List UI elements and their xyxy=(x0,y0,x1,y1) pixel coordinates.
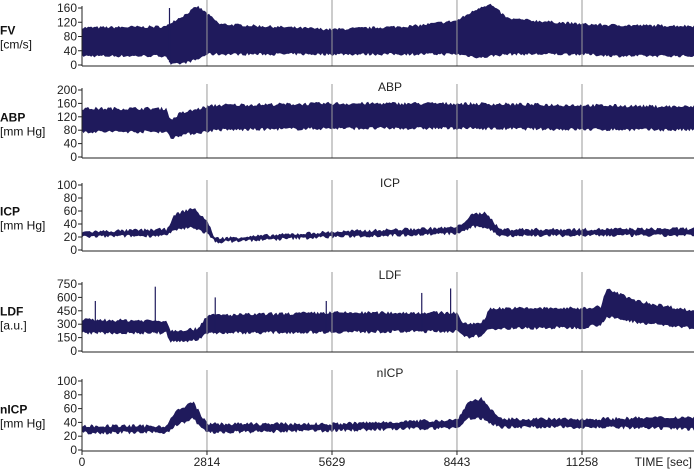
y-tick-label: 20 xyxy=(64,429,78,443)
y-tick-label: 100 xyxy=(57,178,77,192)
panel-title-abp: ABP xyxy=(378,80,402,94)
y-tick-label: 120 xyxy=(57,110,77,124)
y-tick-label: 80 xyxy=(64,30,78,44)
y-tick-label: 0 xyxy=(70,150,77,164)
signal-band-ldf xyxy=(82,288,694,343)
y-tick-label: 160 xyxy=(57,96,77,110)
y-tick-label: 750 xyxy=(57,277,77,291)
y-tick-label: 600 xyxy=(57,290,77,304)
y-tick-label: 200 xyxy=(57,83,77,97)
panel-name-ldf: LDF xyxy=(0,305,23,319)
y-tick-label: 100 xyxy=(57,374,77,388)
y-tick-label: 40 xyxy=(64,217,78,231)
x-tick-label: 2814 xyxy=(194,455,221,469)
panel-name-fv: FV xyxy=(0,24,15,38)
panel-unit: [mm Hg] xyxy=(0,219,45,233)
y-tick-label: 300 xyxy=(57,317,77,331)
y-tick-label: 160 xyxy=(57,1,77,15)
y-tick-label: 40 xyxy=(64,44,78,58)
y-tick-label: 60 xyxy=(64,204,78,218)
x-tick-label: 8443 xyxy=(444,455,471,469)
panel-unit: [mm Hg] xyxy=(0,125,45,139)
y-tick-label: 0 xyxy=(70,344,77,358)
panel-name-nicp: nICP xyxy=(0,403,27,417)
y-tick-label: 450 xyxy=(57,304,77,318)
x-axis-label: TIME [sec] xyxy=(635,455,692,469)
signal-band-fv xyxy=(82,3,694,65)
y-tick-label: 0 xyxy=(70,58,77,72)
y-tick-label: 60 xyxy=(64,402,78,416)
y-tick-label: 40 xyxy=(64,137,78,151)
signal-band-nicp xyxy=(82,396,694,435)
y-tick-label: 40 xyxy=(64,415,78,429)
x-tick-label: 5629 xyxy=(319,455,346,469)
signal-band-abp xyxy=(82,101,694,139)
panel-title-icp: ICP xyxy=(380,176,400,190)
y-tick-label: 80 xyxy=(64,191,78,205)
x-tick-label: 0 xyxy=(79,455,86,469)
panel-title-nicp: nICP xyxy=(377,366,404,380)
y-tick-label: 120 xyxy=(57,15,77,29)
panel-unit: [cm/s] xyxy=(0,38,32,52)
y-tick-label: 80 xyxy=(64,123,78,137)
x-tick-label: 11258 xyxy=(566,455,599,469)
signal-band-icp xyxy=(82,208,694,244)
panel-name-icp: ICP xyxy=(0,205,20,219)
y-tick-label: 150 xyxy=(57,331,77,345)
y-tick-label: 20 xyxy=(64,230,78,244)
y-tick-label: 0 xyxy=(70,243,77,257)
panel-title-ldf: LDF xyxy=(379,268,402,282)
y-tick-label: 80 xyxy=(64,388,78,402)
panel-unit: [mm Hg] xyxy=(0,417,45,431)
panel-unit: [a.u.] xyxy=(0,319,27,333)
y-tick-label: 0 xyxy=(70,443,77,457)
panel-name-abp: ABP xyxy=(0,111,25,125)
